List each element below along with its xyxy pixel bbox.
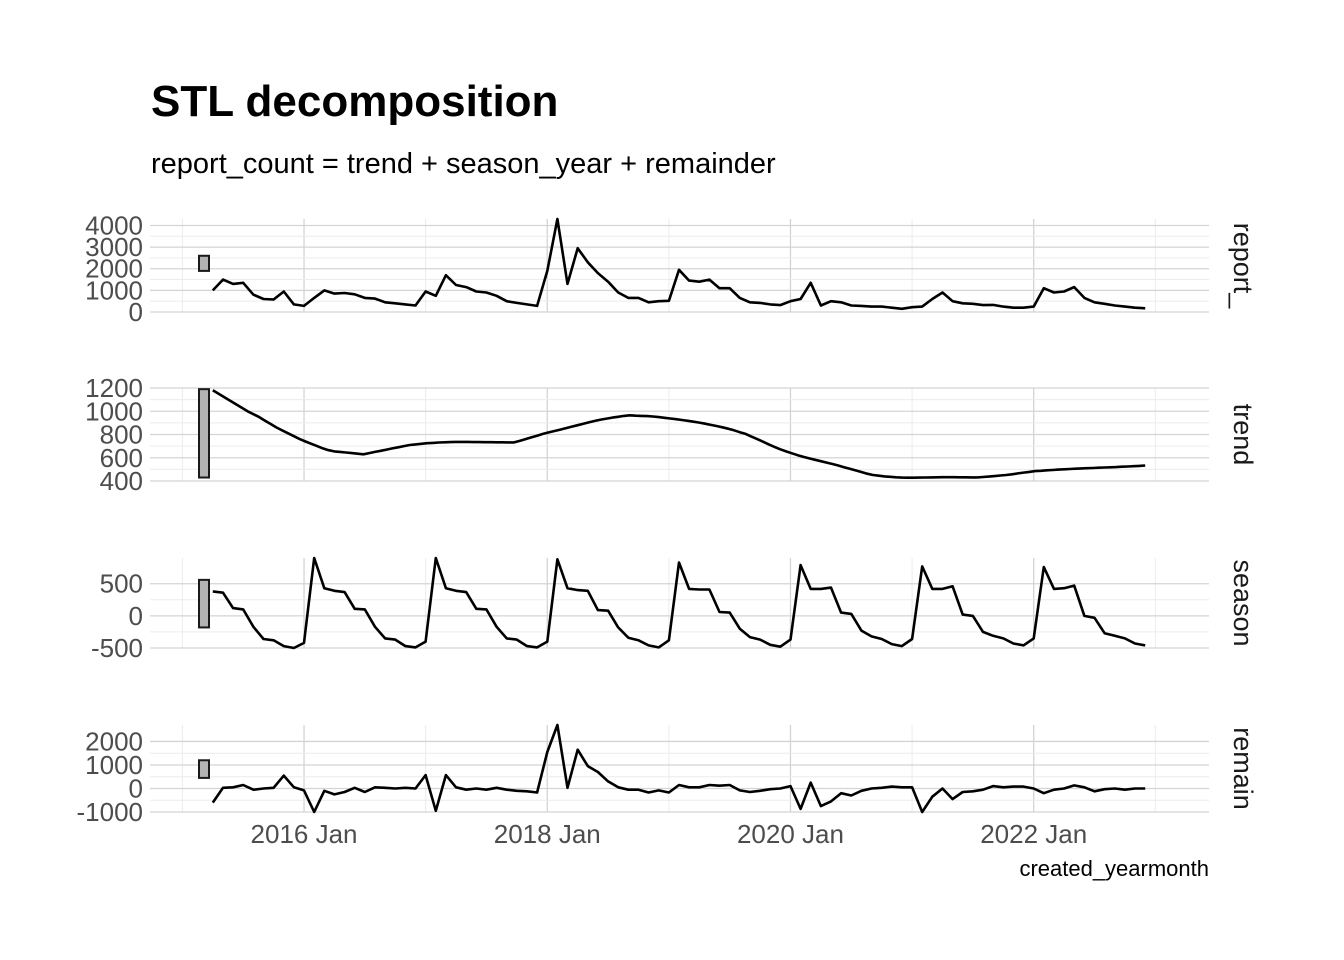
y-tick-label: 2000 [85,254,143,284]
series-line-trend [212,389,1146,480]
y-tick-label: 1000 [85,396,143,426]
y-tick-label: 500 [100,569,143,599]
series-line-report_ [211,217,1146,311]
y-tick-label: 1000 [85,275,143,305]
y-tick-label: 600 [100,443,143,473]
x-axis-label: created_yearmonth [1019,856,1209,881]
strip-label: report_ [1228,223,1258,310]
x-tick-label: 2018 Jan [494,819,601,849]
x-tick-label: 2022 Jan [980,819,1087,849]
series-line-remain [211,723,1146,814]
series-line-season [212,556,1146,650]
y-tick-label: 2000 [85,726,143,756]
y-tick-label: 0 [129,297,143,327]
x-tick-label: 2020 Jan [737,819,844,849]
y-tick-label: -500 [91,633,143,663]
x-axis: 2016 Jan 2018 Jan 2020 Jan 2022 Jan [251,819,1088,849]
strip-label: season [1228,559,1258,646]
y-tick-label: 3000 [85,232,143,262]
chart-subtitle: report_count = trend + season_year + rem… [151,148,776,180]
y-tick-label: 800 [100,420,143,450]
y-tick-label: 0 [129,773,143,803]
chart-title: STL decomposition [151,77,558,126]
y-tick-label: 4000 [85,210,143,240]
strip-label: remain [1228,727,1258,810]
y-tick-label: 1200 [85,373,143,403]
y-tick-label: -1000 [77,797,144,827]
scale-bar [198,254,210,272]
y-tick-label: 0 [129,601,143,631]
strip-label: trend [1228,404,1258,466]
scale-bar [198,759,210,779]
scale-bar [198,578,210,629]
x-tick-label: 2016 Jan [251,819,358,849]
scale-bar [198,388,210,479]
y-tick-label: 1000 [85,750,143,780]
y-tick-label: 400 [100,466,143,496]
